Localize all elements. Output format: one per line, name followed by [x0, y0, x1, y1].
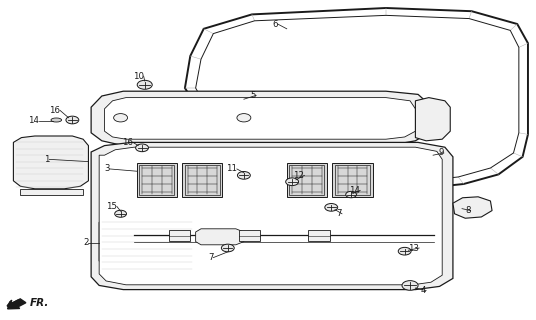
- Text: 5: 5: [251, 91, 256, 100]
- Text: 14: 14: [27, 116, 39, 125]
- Bar: [287, 163, 327, 197]
- Text: 7: 7: [208, 253, 213, 262]
- Circle shape: [221, 244, 234, 252]
- Bar: [239, 230, 260, 241]
- Polygon shape: [105, 98, 415, 139]
- Text: 14: 14: [349, 186, 360, 195]
- Bar: [332, 163, 373, 197]
- Bar: [169, 230, 190, 241]
- Polygon shape: [185, 8, 528, 195]
- Text: 12: 12: [293, 171, 304, 180]
- Bar: [185, 165, 220, 195]
- Circle shape: [115, 210, 126, 217]
- Bar: [139, 165, 174, 195]
- Polygon shape: [196, 15, 519, 188]
- Circle shape: [136, 144, 148, 152]
- Text: 10: 10: [132, 72, 144, 81]
- Circle shape: [66, 116, 79, 124]
- Text: 3: 3: [105, 164, 110, 173]
- Polygon shape: [91, 142, 453, 290]
- Text: 4: 4: [421, 286, 426, 295]
- Circle shape: [237, 172, 250, 179]
- Circle shape: [137, 80, 152, 89]
- Text: 6: 6: [272, 20, 278, 28]
- Polygon shape: [415, 98, 450, 141]
- Circle shape: [402, 281, 418, 290]
- Polygon shape: [20, 189, 83, 195]
- Text: 8: 8: [465, 206, 471, 215]
- Ellipse shape: [51, 118, 62, 122]
- Circle shape: [237, 114, 251, 122]
- Text: 7: 7: [337, 209, 342, 218]
- Bar: [137, 163, 177, 197]
- Circle shape: [114, 114, 128, 122]
- Polygon shape: [99, 147, 442, 285]
- Bar: [182, 163, 222, 197]
- Bar: [308, 230, 330, 241]
- Circle shape: [286, 178, 299, 186]
- Text: 16: 16: [122, 138, 133, 147]
- Text: 11: 11: [226, 164, 237, 173]
- Polygon shape: [106, 270, 187, 276]
- Polygon shape: [99, 215, 196, 270]
- Polygon shape: [453, 197, 492, 218]
- Text: 15: 15: [106, 202, 117, 211]
- Polygon shape: [196, 229, 244, 245]
- Polygon shape: [13, 136, 88, 189]
- Text: 13: 13: [408, 244, 419, 252]
- Circle shape: [346, 191, 356, 198]
- Bar: [335, 165, 370, 195]
- Text: 9: 9: [438, 148, 444, 157]
- Polygon shape: [91, 91, 429, 146]
- Bar: [289, 165, 324, 195]
- Text: 2: 2: [83, 238, 88, 247]
- Circle shape: [325, 204, 338, 211]
- FancyArrow shape: [8, 299, 26, 309]
- Text: FR.: FR.: [30, 298, 49, 308]
- Text: 16: 16: [49, 106, 60, 115]
- Circle shape: [398, 247, 411, 255]
- Text: 1: 1: [44, 155, 49, 164]
